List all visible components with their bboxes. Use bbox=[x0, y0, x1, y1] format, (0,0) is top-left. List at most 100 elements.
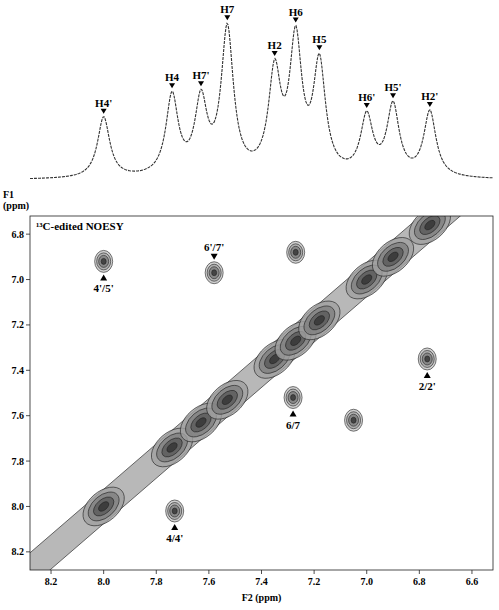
contour bbox=[372, 237, 414, 277]
x-tick bbox=[208, 570, 209, 574]
contour bbox=[287, 241, 305, 263]
frame bbox=[30, 216, 493, 570]
contour bbox=[291, 395, 296, 401]
peak-arrow bbox=[293, 18, 299, 23]
x-tick-label: 7.4 bbox=[255, 576, 268, 587]
contour bbox=[299, 300, 341, 340]
y-tick bbox=[26, 279, 30, 280]
plot-area bbox=[30, 216, 493, 570]
contour bbox=[360, 273, 374, 286]
contour bbox=[306, 307, 333, 333]
y-tick-label: 7.2 bbox=[12, 319, 25, 330]
contour bbox=[214, 387, 241, 413]
contour bbox=[420, 350, 434, 367]
cross-peak-label: 4'/5' bbox=[94, 282, 114, 294]
peak-label: H5' bbox=[384, 81, 401, 93]
contour bbox=[293, 249, 298, 255]
contour bbox=[207, 264, 221, 281]
contour bbox=[425, 356, 430, 362]
contour bbox=[416, 216, 443, 238]
contour bbox=[172, 508, 177, 514]
diagonal-peak bbox=[199, 373, 255, 427]
contour bbox=[284, 387, 302, 409]
contour bbox=[158, 434, 185, 460]
contour bbox=[291, 293, 347, 347]
peak-label: H4' bbox=[95, 97, 112, 109]
cross-peak bbox=[166, 500, 184, 522]
contour bbox=[166, 500, 184, 522]
peak-arrow bbox=[427, 102, 433, 107]
y-axis-title-line: F1 bbox=[3, 189, 14, 200]
y-tick-label: 7.8 bbox=[12, 456, 25, 467]
y-tick bbox=[26, 506, 30, 507]
x-tick bbox=[51, 570, 52, 574]
peak-label: H6' bbox=[358, 91, 375, 103]
x-tick bbox=[156, 570, 157, 574]
diagonal-peak bbox=[76, 479, 132, 533]
contour bbox=[97, 500, 111, 513]
cross-peak bbox=[284, 387, 302, 409]
y-tick bbox=[26, 461, 30, 462]
cross-peak bbox=[345, 409, 363, 431]
x-tick bbox=[314, 570, 315, 574]
contour bbox=[99, 255, 109, 267]
contour bbox=[422, 353, 432, 365]
y-tick bbox=[26, 234, 30, 235]
title: ¹³C-edited NOESY bbox=[36, 220, 124, 232]
contour bbox=[101, 258, 106, 264]
contour bbox=[291, 246, 301, 258]
peak-arrow bbox=[198, 81, 204, 86]
contour bbox=[289, 334, 303, 347]
trace bbox=[30, 23, 493, 178]
peak-arrow bbox=[272, 51, 278, 56]
y-tick-label: 7.6 bbox=[12, 410, 25, 421]
peak-arrow bbox=[364, 103, 370, 108]
cross-peak-label: 4/4' bbox=[166, 532, 183, 544]
contour bbox=[194, 416, 208, 429]
cross-peak bbox=[95, 250, 113, 272]
y-tick-label: 7.0 bbox=[12, 274, 25, 285]
label-arrow bbox=[100, 274, 107, 280]
peak-arrow bbox=[224, 15, 230, 20]
contour bbox=[351, 417, 356, 423]
x-tick-label: 6.8 bbox=[413, 576, 426, 587]
x-tick-label: 7.8 bbox=[150, 576, 163, 587]
cross-peak bbox=[418, 348, 436, 370]
x-tick-label: 7.2 bbox=[308, 576, 321, 587]
x-tick-label: 8.0 bbox=[97, 576, 110, 587]
contour bbox=[199, 373, 255, 427]
contour bbox=[386, 250, 400, 263]
contour bbox=[206, 380, 248, 420]
contour bbox=[349, 414, 359, 426]
contour bbox=[170, 505, 180, 517]
label-arrow bbox=[171, 524, 178, 530]
y-tick-label: 8.0 bbox=[12, 501, 25, 512]
contour bbox=[220, 393, 234, 406]
peak-label: H7' bbox=[192, 69, 209, 81]
peak-label: H7 bbox=[220, 3, 235, 15]
contour bbox=[289, 244, 303, 261]
contour bbox=[418, 348, 436, 370]
contour bbox=[97, 253, 111, 270]
x-tick-label: 8.2 bbox=[45, 576, 58, 587]
contour bbox=[423, 219, 437, 232]
x-axis-title: F2 (ppm) bbox=[242, 592, 282, 604]
contour bbox=[76, 479, 132, 533]
y-tick bbox=[26, 551, 30, 552]
peak-arrow bbox=[390, 93, 396, 98]
y-axis-title-line: (ppm) bbox=[3, 200, 29, 212]
label-arrow bbox=[211, 254, 218, 260]
label-arrow bbox=[290, 411, 297, 417]
cross-peak-label: 6'/7' bbox=[204, 241, 224, 253]
x-tick bbox=[419, 570, 420, 574]
x-tick bbox=[103, 570, 104, 574]
peak-label: H2' bbox=[421, 90, 438, 102]
contour bbox=[402, 216, 458, 252]
contour bbox=[83, 486, 125, 526]
x-tick-label: 7.6 bbox=[203, 576, 216, 587]
y-tick bbox=[26, 370, 30, 371]
contour bbox=[409, 216, 451, 245]
peak-label: H2 bbox=[268, 39, 283, 51]
contour bbox=[345, 409, 363, 431]
diagonal-peak bbox=[291, 293, 347, 347]
